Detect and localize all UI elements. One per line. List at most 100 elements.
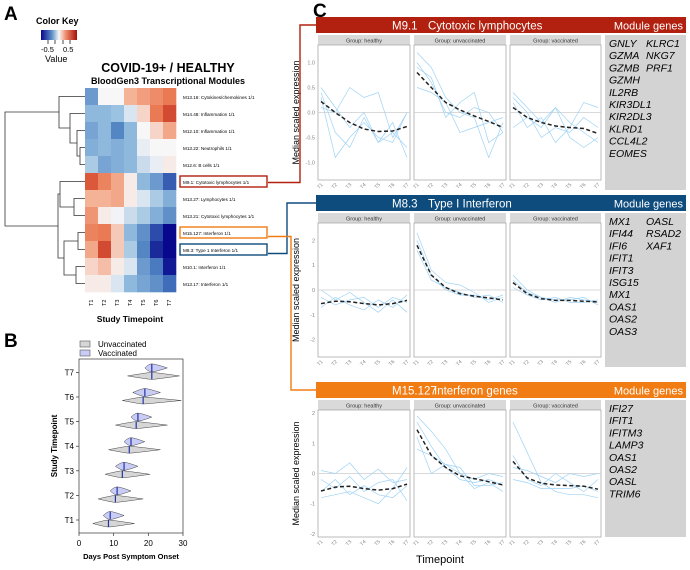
heatmap-row-label: M13.27: Lymphocytes 1/1 (183, 197, 236, 202)
violin-x-tick-label: 20 (144, 539, 153, 548)
heatmap-cell (124, 207, 138, 225)
heatmap-col-label: T5 (141, 300, 147, 306)
violin-vaccinated (109, 486, 132, 496)
violin-y-tick-label: T6 (65, 393, 75, 402)
lineplot-x-tick-label: T3 (537, 539, 546, 548)
heatmap-cell (85, 105, 99, 123)
violin-x-tick-label: 0 (77, 539, 82, 548)
lineplot-y-tick-label: 1.0 (307, 61, 315, 67)
heatmap-col-label: T3 (115, 300, 121, 306)
legend-swatch-vaccinated (79, 349, 91, 357)
facet-strip-label: Group: healthy (346, 217, 382, 223)
panel-c: C M9.1 Cytotoxic lymphocytes Module genes G… (291, 1, 686, 566)
gene-name: XAF1 (645, 240, 672, 252)
gene-name: IFI6 (609, 240, 627, 252)
lineplot-x-tick-label: T1 (508, 539, 517, 548)
lineplot-x-tick-label: T4 (359, 359, 368, 368)
violin-y-tick-label: T1 (65, 516, 75, 525)
heatmap-row-label: M14.48: Inflammation 1/1 (183, 112, 235, 117)
median-trend-line (512, 460, 599, 490)
lineplot-x-tick-label: T7 (402, 182, 411, 191)
violin-unvaccinated (91, 519, 135, 528)
lineplot-x-tick-label: T6 (484, 182, 493, 191)
violin-unvaccinated (98, 495, 144, 503)
gene-expression-line (320, 297, 408, 308)
gene-name: GZMH (609, 75, 640, 87)
lineplot-x-tick-label: T3 (441, 359, 450, 368)
violin-x-tick-label: 10 (109, 539, 118, 548)
facet-strip (414, 213, 506, 223)
gene-name: NKG7 (646, 50, 676, 62)
heatmap-cell (85, 139, 99, 157)
heatmap-title: COVID-19+ / HEALTHY (101, 61, 235, 75)
heatmap-cell (98, 105, 112, 123)
lineplot-y-tick-label: -2 (310, 532, 315, 538)
heatmap-cell (111, 207, 125, 225)
facet-strip (510, 400, 601, 410)
violin-ylabel: Study Timepoint (50, 414, 59, 477)
heatmap-cell (124, 275, 138, 293)
lineplot-y-tick-label: -1 (310, 502, 315, 508)
heatmap-cell (137, 275, 151, 293)
lineplot-ylabel: Median scaled expression (291, 60, 301, 164)
lineplot-x-tick-label: T5 (470, 539, 479, 548)
heatmap-cell (98, 258, 112, 276)
module-header-bar (316, 195, 686, 211)
heatmap-col-label: T1 (89, 300, 95, 306)
gene-name: IL2RB (609, 87, 638, 99)
violin-y-tick-label: T5 (65, 418, 75, 427)
lineplot-x-tick-label: T3 (537, 182, 546, 191)
heatmap-cell (98, 122, 112, 140)
lineplot-x-tick-label: T1 (412, 359, 421, 368)
heatmap-cell (85, 275, 99, 293)
heatmap-cell (150, 105, 164, 123)
lineplot-x-tick-label: T1 (412, 182, 421, 191)
module-genes-box (605, 213, 686, 367)
connector-m8-3 (268, 202, 316, 255)
facet-vaccinated: Group: vaccinated T1 T2 T3 T4 T5 T6 T7 (508, 213, 602, 367)
heatmap-row-label: M9.1: Cytotoxic lymphocytes 1/1 (183, 180, 250, 185)
lineplot-x-tick-label: T4 (359, 539, 368, 548)
lineplot-x-tick-label: T2 (427, 539, 436, 548)
lineplot-y-tick-label: 0 (312, 472, 315, 478)
heatmap-row-label: M10.1: Interferon 1/1 (183, 265, 226, 270)
facet-strip (510, 35, 601, 45)
lineplot-x-tick-label: T3 (441, 539, 450, 548)
lineplot-x-tick-label: T2 (331, 359, 340, 368)
lineplot-x-tick-label: T6 (388, 359, 397, 368)
lineplot-y-tick-label: 0.0 (307, 111, 315, 117)
heatmap-cell (137, 156, 151, 174)
heatmap-cell (111, 241, 125, 259)
violin-unvaccinated (122, 396, 182, 405)
gene-name: OAS2 (609, 314, 637, 326)
heatmap-col-label: T7 (167, 300, 173, 306)
heatmap-cell (150, 258, 164, 276)
lineplot-x-tick-label: T4 (455, 182, 464, 191)
legend-label-unvaccinated: Unvaccinated (98, 340, 146, 349)
lineplot-y-tick-label: 0 (312, 288, 315, 294)
heatmap-cell (137, 207, 151, 225)
heatmap-cell (98, 207, 112, 225)
color-key-label: Value (45, 54, 67, 64)
module-name: Interferon genes (434, 386, 518, 398)
gene-name: IFIT1 (609, 253, 634, 265)
gene-name: CCL4L2 (609, 136, 648, 148)
violin-vaccinated (144, 363, 169, 373)
heatmap-cell (85, 241, 99, 259)
heatmap-cell (124, 241, 138, 259)
lineplot-x-tick-label: T7 (402, 539, 411, 548)
heatmap-cell (111, 173, 125, 191)
heatmap-cell (98, 224, 112, 242)
gene-name: MX1 (609, 289, 631, 301)
lineplot-x-tick-label: T6 (579, 182, 588, 191)
lineplot-x-tick-label: T5 (565, 539, 574, 548)
lineplot-x-tick-label: T2 (427, 359, 436, 368)
facet-healthy: Group: healthy T1 T2 T3 T4 T5 T6 T7 (316, 35, 411, 190)
module-genes-header: Module genes (614, 21, 684, 33)
heatmap-cell (98, 241, 112, 259)
lineplot-x-tick-label: T5 (565, 359, 574, 368)
heatmap-cell (111, 122, 125, 140)
lineplot-y-tick-label: 1 (312, 441, 315, 447)
color-key-tick-pos: 0.5 (63, 45, 73, 54)
